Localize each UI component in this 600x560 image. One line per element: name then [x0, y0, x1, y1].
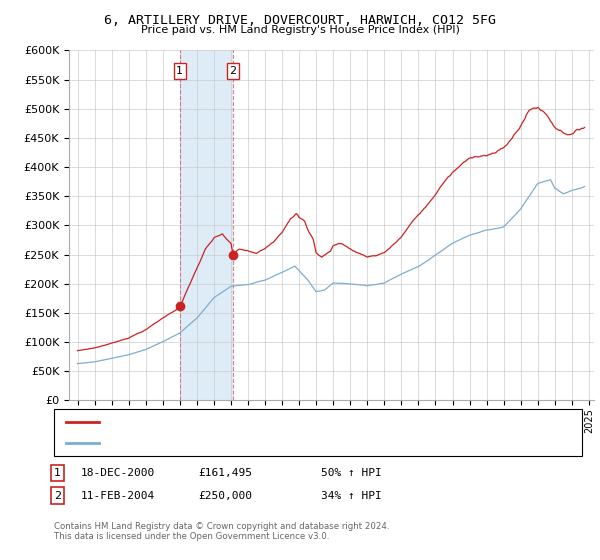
Text: 1: 1: [176, 66, 183, 76]
Text: 6, ARTILLERY DRIVE, DOVERCOURT, HARWICH, CO12 5FG: 6, ARTILLERY DRIVE, DOVERCOURT, HARWICH,…: [104, 14, 496, 27]
Text: 50% ↑ HPI: 50% ↑ HPI: [321, 468, 382, 478]
Text: 34% ↑ HPI: 34% ↑ HPI: [321, 491, 382, 501]
Text: 1: 1: [54, 468, 61, 478]
Text: 11-FEB-2004: 11-FEB-2004: [81, 491, 155, 501]
Text: 2: 2: [229, 66, 236, 76]
Text: Contains HM Land Registry data © Crown copyright and database right 2024.
This d: Contains HM Land Registry data © Crown c…: [54, 522, 389, 542]
Bar: [180, 50, 233, 400]
Text: HPI: Average price, detached house, Tendring: HPI: Average price, detached house, Tend…: [105, 438, 322, 447]
Text: £161,495: £161,495: [198, 468, 252, 478]
Text: 18-DEC-2000: 18-DEC-2000: [81, 468, 155, 478]
Text: 2: 2: [54, 491, 61, 501]
Text: £250,000: £250,000: [198, 491, 252, 501]
Text: 6, ARTILLERY DRIVE, DOVERCOURT, HARWICH, CO12 5FG (detached house): 6, ARTILLERY DRIVE, DOVERCOURT, HARWICH,…: [105, 418, 461, 427]
Text: Price paid vs. HM Land Registry's House Price Index (HPI): Price paid vs. HM Land Registry's House …: [140, 25, 460, 35]
